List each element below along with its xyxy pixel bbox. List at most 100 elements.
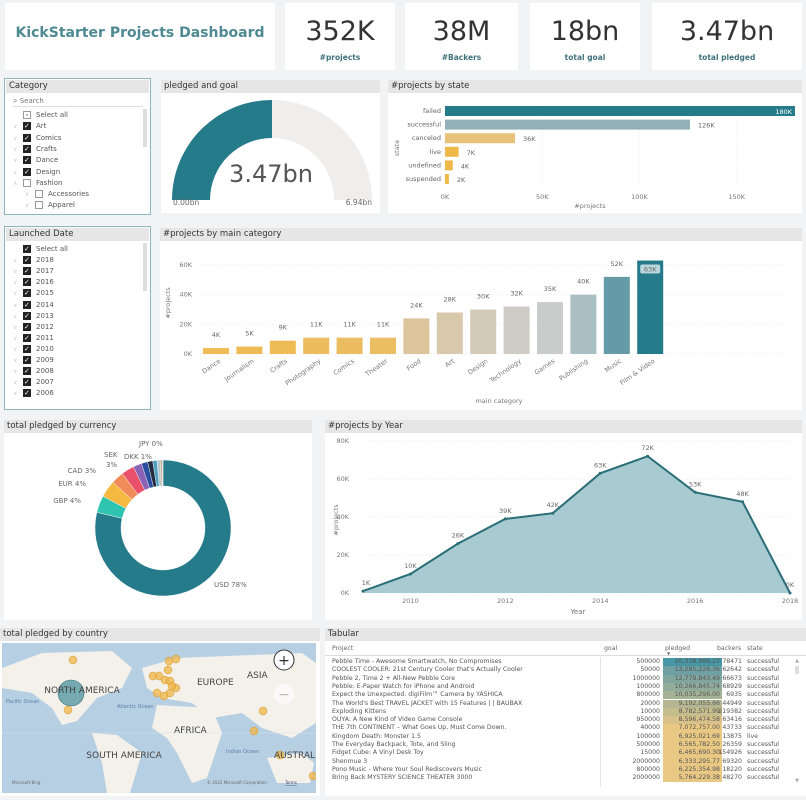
bar-theater[interactable] [370,337,396,354]
zoom-out-button[interactable]: − [274,684,294,704]
table-row[interactable]: Expect the Unexpected. digiFilm™ Camera … [325,691,806,700]
table-row[interactable]: Fidget Cube: A Vinyl Desk Toy 15000 6,46… [325,749,806,758]
checkbox[interactable] [23,255,31,265]
slicer-item[interactable]: ∨ 2018 [13,255,54,265]
slicer-item[interactable]: ∨ 2006 [13,388,54,398]
country-bubble[interactable] [163,665,173,675]
data-point[interactable] [361,589,365,593]
bar-undefined[interactable] [445,160,453,171]
scroll-down-icon[interactable]: ▼ [795,778,799,784]
expand-chevron-icon[interactable]: ∨ [13,345,18,353]
country-map[interactable]: NORTH AMERICA EUROPE ASIA AFRICA SOUTH A… [2,643,316,793]
slicer-item[interactable]: ∨ 2008 [13,366,54,376]
country-bubble[interactable] [63,705,73,715]
bar-games[interactable] [537,302,563,354]
table-row[interactable]: The World's Best TRAVEL JACKET with 15 F… [325,699,806,708]
slicer-item[interactable]: ∨ Art [13,121,46,131]
expand-chevron-icon[interactable]: ∨ [25,191,30,199]
table-row[interactable]: Exploding Kittens 10000 8,782,571.99 219… [325,707,806,717]
expand-chevron-icon[interactable]: ∨ [13,312,18,320]
checkbox[interactable] [23,266,31,276]
checkbox[interactable] [35,201,43,210]
checkbox[interactable] [23,178,31,187]
table-row[interactable]: Pebble: E-Paper Watch for iPhone and And… [325,682,806,692]
bar-crafts[interactable] [269,340,296,354]
data-point[interactable] [598,471,602,475]
checkbox[interactable] [23,344,31,354]
checkbox[interactable] [23,288,31,298]
bar-publishing[interactable] [570,294,597,354]
table-row[interactable]: The Everyday Backpack, Tote, and Sling 5… [325,741,806,750]
bar-journalism[interactable] [236,346,263,354]
checkbox[interactable] [23,355,31,365]
country-bubble[interactable] [159,691,169,701]
table-row[interactable]: Pebble Time - Awesome Smartwatch, No Com… [325,658,806,667]
slicer-item[interactable]: ∨ 2009 [13,355,54,365]
terms-link[interactable]: Terms [284,780,297,785]
bar-design[interactable] [470,309,497,355]
slicer-item[interactable]: ∨ 2011 [13,333,54,343]
country-bubble[interactable] [148,671,158,681]
data-point[interactable] [551,511,555,515]
expand-chevron-icon[interactable]: ∨ [13,334,18,342]
country-bubble[interactable] [68,655,78,665]
expand-chevron-icon[interactable]: ∨ [13,357,18,364]
country-bubble[interactable] [275,750,285,760]
slicer-item[interactable]: Select all [13,110,68,120]
expand-chevron-icon[interactable]: ∨ [13,290,18,298]
country-bubble[interactable] [167,681,177,691]
country-bubble-usa[interactable] [57,679,85,707]
slicer-item[interactable]: ∨ Crafts [13,144,57,154]
bar-comics[interactable] [336,337,363,354]
slice-usd[interactable] [94,459,232,597]
checkbox[interactable] [23,167,31,177]
expand-chevron-icon[interactable]: ∨ [13,145,18,153]
expand-chevron-icon[interactable]: ∧ [13,179,18,187]
country-bubble[interactable] [308,771,316,781]
data-point[interactable] [456,542,460,546]
bar-live[interactable] [445,146,459,157]
slicer-item[interactable]: ∨ 2017 [13,266,54,276]
category-slicer[interactable]: Category ⌕ Search Select all∨Art∨Comics∨… [4,78,151,215]
checkbox[interactable] [23,111,31,119]
zoom-in-button[interactable]: + [273,649,295,671]
bar-food[interactable] [403,318,430,354]
checkbox[interactable] [23,322,31,332]
checkbox[interactable] [23,155,31,165]
bar-art[interactable] [436,312,463,354]
table-row[interactable]: THE 7th CONTINENT – What Goes Up, Must C… [325,724,806,733]
scroll-thumb[interactable] [795,666,799,674]
expand-chevron-icon[interactable]: ∨ [13,323,18,331]
expand-chevron-icon[interactable]: ∨ [13,390,18,398]
slice-other[interactable] [161,459,164,487]
launched-date-slicer[interactable]: Launched Date Select all∨2018∨2017∨2016∨… [4,226,151,410]
bar-failed[interactable] [445,106,795,116]
checkbox[interactable] [23,244,31,254]
table-row[interactable]: Bring Back MYSTERY SCIENCE THEATER 3000 … [325,774,806,783]
country-bubble[interactable] [258,706,268,716]
expand-chevron-icon[interactable]: ∨ [13,379,18,387]
col-pledged[interactable]: pledged [665,645,691,652]
expand-chevron-icon[interactable]: ∨ [13,301,18,309]
data-point[interactable] [503,517,507,521]
expand-chevron-icon[interactable]: ∨ [13,257,18,265]
country-bubble[interactable] [171,654,181,664]
slicer-item[interactable]: ∨ 2013 [13,311,54,321]
checkbox[interactable] [23,311,31,321]
scrollbar[interactable] [143,243,147,291]
scroll-up-icon[interactable]: ▲ [795,658,799,664]
slicer-item[interactable]: ∨ Apparel [25,200,75,210]
checkbox[interactable] [23,144,31,154]
bar-dance[interactable] [203,348,229,354]
col-state[interactable]: state [747,645,763,652]
search-input[interactable]: ⌕ Search [13,96,143,107]
expand-chevron-icon[interactable]: ∨ [13,123,18,131]
country-bubble[interactable] [249,726,259,736]
slicer-item[interactable]: ∨ Accessories [25,189,89,199]
scrollbar[interactable] [143,109,147,147]
table-row[interactable]: Pebble 2, Time 2 + All-New Pebble Core 1… [325,674,806,683]
expand-chevron-icon[interactable]: ∨ [13,368,18,376]
slicer-item[interactable]: ∨ 2012 [13,322,54,332]
expand-chevron-icon[interactable]: ∨ [13,134,18,142]
checkbox[interactable] [23,377,31,387]
